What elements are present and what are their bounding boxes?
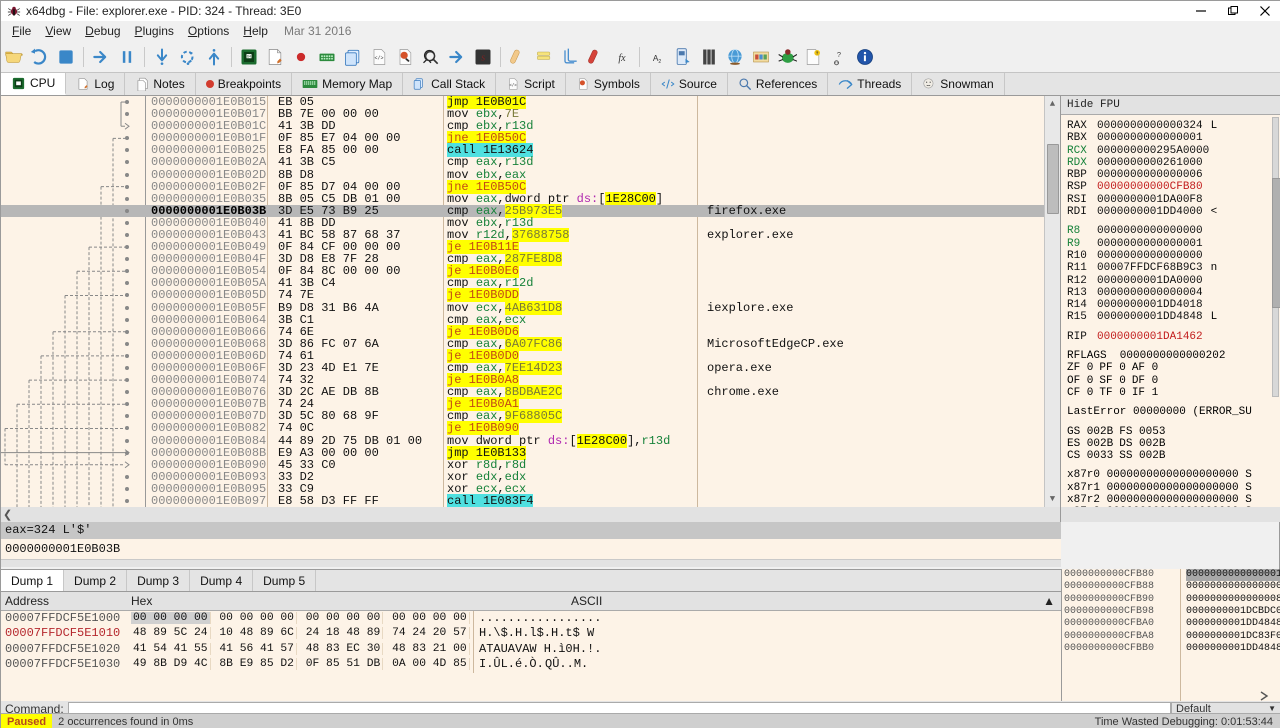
svg-text:</>: </> [509,83,517,88]
svg-text:fx: fx [618,53,626,64]
svg-text:</>: </> [374,55,383,61]
svg-text:64: 64 [247,54,251,58]
svg-text:?: ? [837,50,841,59]
svg-text:A2: A2 [653,53,662,65]
svg-text:S: S [481,53,485,62]
